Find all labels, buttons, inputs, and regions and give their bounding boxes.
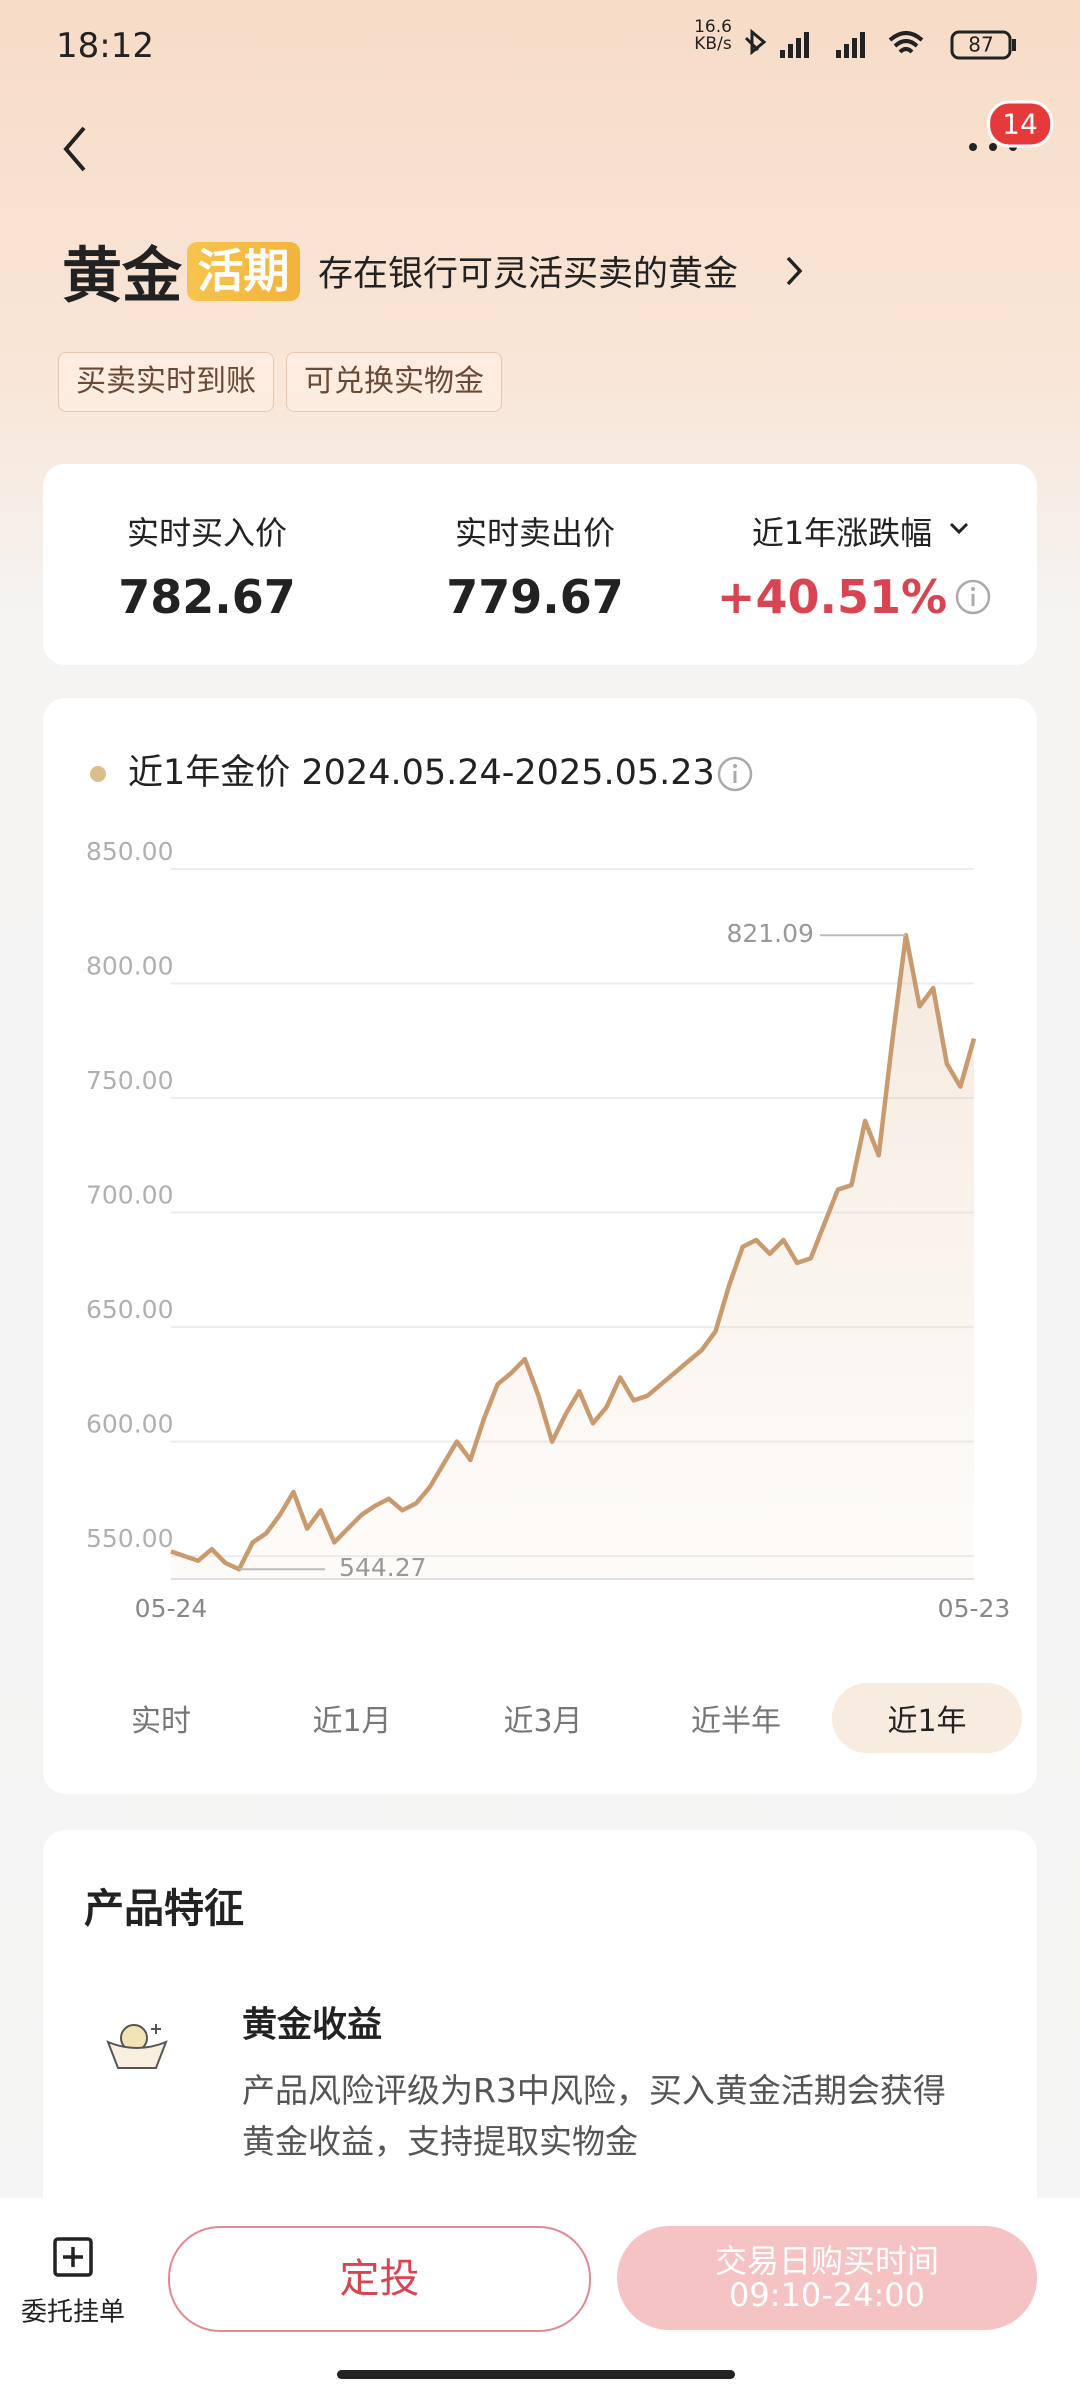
- battery-level: 87: [968, 33, 993, 57]
- buy-button[interactable]: 交易日购买时间 09:10-24:00: [617, 2226, 1037, 2330]
- product-tag: 活期: [187, 242, 300, 301]
- change-value: +40.51%: [716, 570, 948, 624]
- buy-price: 782.67: [118, 570, 296, 624]
- item-desc: 黄金收益，支持提取实物金: [242, 2122, 638, 2161]
- gold-icon: [106, 2024, 168, 2069]
- feature-tag: 可兑换实物金: [286, 352, 502, 412]
- signal-icon-2: [836, 32, 865, 58]
- entrust-icon[interactable]: [52, 2236, 94, 2278]
- product-title: 黄金: [62, 241, 182, 312]
- info-icon[interactable]: [955, 579, 991, 615]
- change-label[interactable]: 近1年涨跌幅: [751, 514, 933, 552]
- entrust-label[interactable]: 委托挂单: [20, 2297, 126, 2328]
- change-dropdown[interactable]: [948, 521, 970, 537]
- product-card: [43, 1830, 1037, 2250]
- price-card: [43, 464, 1037, 665]
- invest-button[interactable]: 定投: [168, 2226, 591, 2332]
- signal-icon: [780, 32, 809, 58]
- net-speed-unit: KB/s: [694, 34, 732, 54]
- range-tab[interactable]: 近1年: [887, 1704, 967, 1739]
- sell-price: 779.67: [446, 570, 624, 624]
- back-button[interactable]: [56, 124, 96, 174]
- bluetooth-icon: [744, 28, 767, 56]
- buy-time: 09:10-24:00: [729, 2276, 925, 2314]
- status-icons: 87: [744, 28, 1016, 60]
- buy-label: 实时买入价: [126, 514, 288, 552]
- battery-tip: [1012, 39, 1016, 51]
- notification-badge: 14: [987, 100, 1053, 148]
- range-tab[interactable]: 实时: [131, 1704, 191, 1739]
- range-tab[interactable]: 近半年: [691, 1704, 781, 1739]
- section-title: 产品特征: [84, 1886, 244, 1932]
- back-arrow: [63, 126, 86, 172]
- status-time: 18:12: [56, 26, 154, 66]
- active-tab-pill: [832, 1683, 1022, 1753]
- chart-card: [43, 698, 1037, 1794]
- sell-label: 实时卖出价: [454, 514, 616, 552]
- wifi-icon: [888, 31, 924, 54]
- home-indicator: [337, 2370, 735, 2379]
- range-tab[interactable]: 近3月: [503, 1704, 583, 1739]
- net-speed: 16.6 KB/s: [694, 19, 732, 53]
- item-desc: 产品风险评级为R3中风险，买入黄金活期会获得: [242, 2071, 946, 2110]
- subtitle-arrow[interactable]: [784, 255, 804, 287]
- buy-time-label: 交易日购买时间: [714, 2242, 939, 2280]
- net-speed-value: 16.6: [694, 17, 732, 37]
- product-subtitle[interactable]: 存在银行可灵活买卖的黄金: [318, 254, 739, 295]
- item-title: 黄金收益: [242, 2005, 383, 2046]
- range-tab[interactable]: 近1月: [312, 1704, 392, 1739]
- battery-icon: [950, 30, 1012, 60]
- feature-tag: 买卖实时到账: [58, 352, 274, 412]
